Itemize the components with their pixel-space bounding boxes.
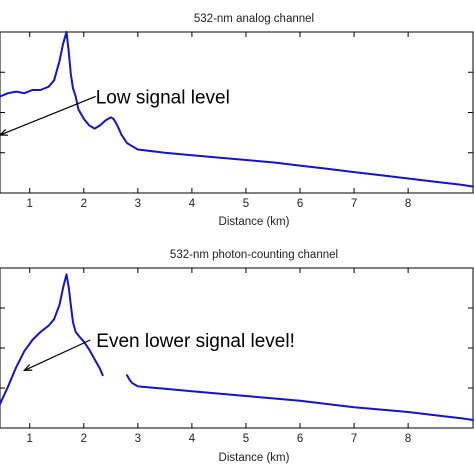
x-tick-label: 3 (135, 433, 141, 445)
x-tick-label: 1 (27, 198, 33, 210)
annotation-even-lower-signal-level: Even lower signal level! (96, 331, 295, 352)
x-tick-label: 2 (81, 433, 87, 445)
x-tick-label: 4 (189, 433, 196, 445)
annotation-arrow (24, 339, 91, 371)
x-tick-label: 6 (297, 198, 303, 210)
x-tick-label: 7 (351, 433, 357, 445)
annotation-low-signal-level: Low signal level (96, 87, 230, 108)
annotation-arrow (0, 95, 96, 136)
analog-channel-tick-labels: 1 2 3 4 5 6 7 8 (27, 198, 412, 210)
annotation-arrowhead (22, 364, 33, 372)
x-tick-label: 4 (189, 198, 196, 210)
photon-counting-series-segment-2 (126, 374, 474, 421)
x-tick-label: 1 (27, 433, 33, 445)
photon-counting-channel-tick-labels: 1 2 3 4 5 6 7 8 (27, 433, 412, 445)
analog-channel-axes (0, 31, 474, 194)
photon-counting-series-segment-1 (0, 273, 104, 405)
analog-channel-series-line (0, 31, 474, 188)
x-tick-label: 6 (297, 433, 303, 445)
annotation-arrowhead (0, 128, 9, 136)
photon-counting-channel-series (0, 273, 474, 421)
analog-channel-panel: 532-nm analog channel 1 2 3 4 5 6 7 8 Low signa… (0, 13, 474, 228)
x-tick-label: 3 (135, 198, 141, 210)
analog-channel-annotation: Low signal level (0, 87, 230, 136)
x-tick-label: 2 (81, 198, 87, 210)
x-tick-label: 5 (243, 433, 249, 445)
photon-counting-channel-ticks (0, 268, 473, 428)
x-tick-label: 7 (351, 198, 357, 210)
x-tick-label: 8 (405, 433, 411, 445)
photon-counting-channel-title: 532-nm photon-counting channel (170, 249, 338, 261)
photon-counting-channel-annotation: Even lower signal level! (22, 331, 295, 372)
analog-channel-ticks (0, 32, 473, 193)
x-tick-label: 8 (405, 198, 411, 210)
analog-channel-title: 532-nm analog channel (194, 13, 314, 25)
x-tick-label: 5 (243, 198, 249, 210)
analog-channel-x-axis-label: Distance (km) (219, 216, 290, 228)
photon-counting-channel-x-axis-label: Distance (km) (219, 452, 290, 464)
